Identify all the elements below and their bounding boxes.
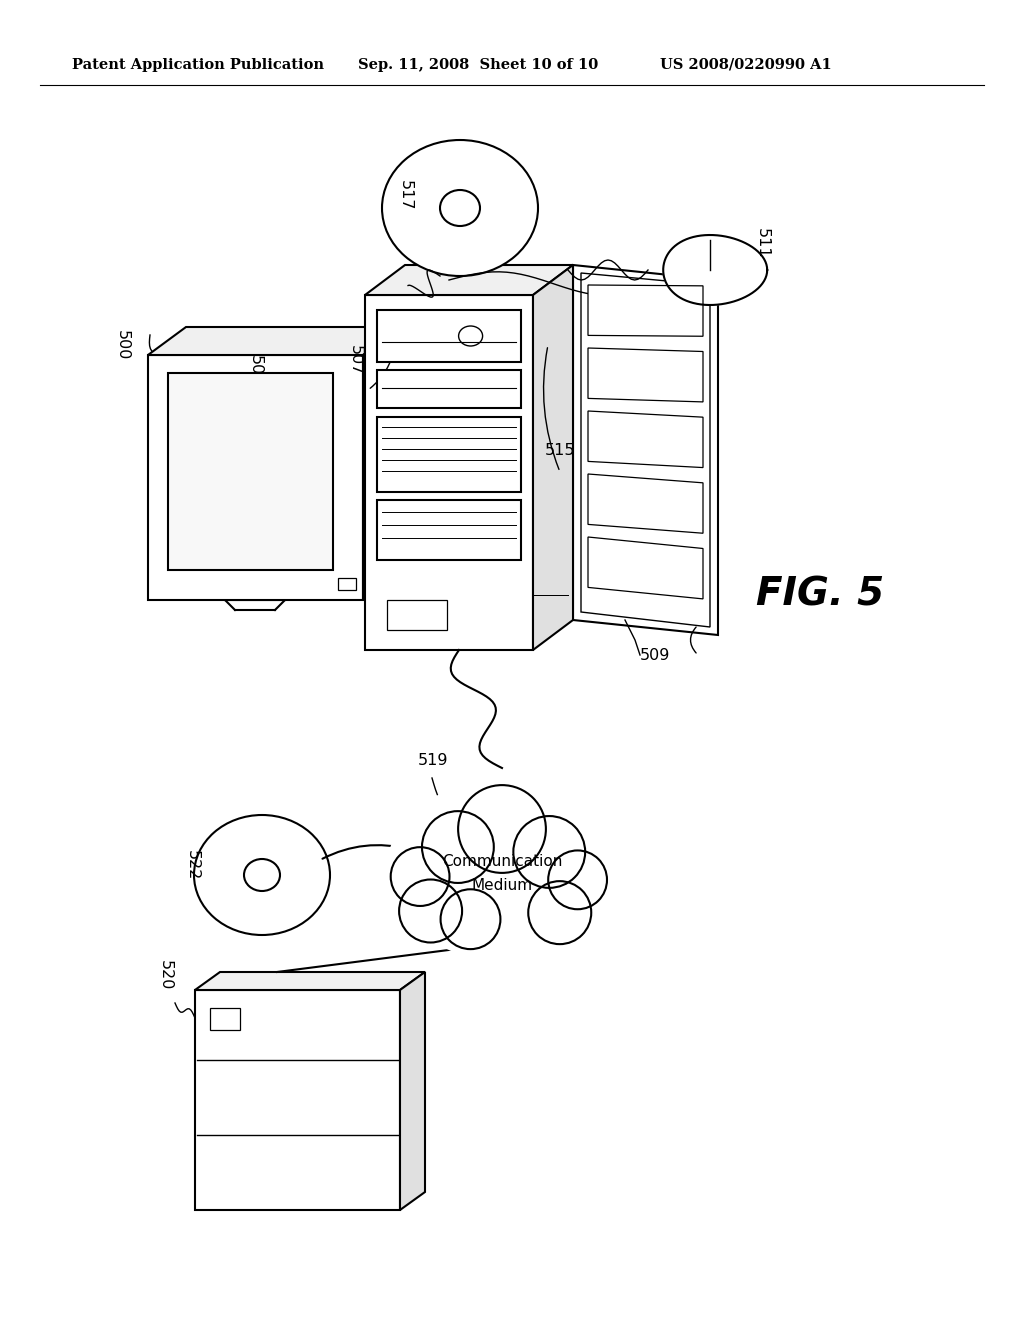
Polygon shape: [148, 327, 401, 355]
Ellipse shape: [440, 890, 501, 949]
Text: 519: 519: [418, 752, 449, 768]
Bar: [148, 355, 362, 601]
Ellipse shape: [244, 859, 280, 891]
Ellipse shape: [513, 816, 585, 888]
Text: 520: 520: [158, 960, 173, 990]
Text: FIG. 5: FIG. 5: [756, 576, 884, 614]
Ellipse shape: [458, 785, 546, 873]
Bar: [365, 294, 534, 649]
Polygon shape: [588, 411, 703, 467]
Bar: [377, 417, 521, 492]
Bar: [377, 370, 521, 408]
Text: 522: 522: [185, 850, 200, 880]
Polygon shape: [588, 474, 703, 533]
Text: 509: 509: [640, 648, 671, 663]
Bar: [377, 310, 521, 362]
Text: US 2008/0220990 A1: US 2008/0220990 A1: [660, 58, 831, 73]
Text: 500: 500: [115, 330, 130, 360]
Polygon shape: [573, 265, 718, 635]
Text: Patent Application Publication: Patent Application Publication: [72, 58, 324, 73]
Polygon shape: [534, 265, 573, 649]
Polygon shape: [588, 348, 703, 401]
Polygon shape: [400, 972, 425, 1210]
Ellipse shape: [386, 780, 617, 960]
Bar: [210, 1008, 240, 1030]
Polygon shape: [362, 327, 401, 601]
Text: Medium: Medium: [471, 879, 532, 894]
Polygon shape: [664, 235, 767, 305]
Text: 515: 515: [545, 444, 575, 458]
Bar: [387, 601, 447, 630]
Bar: [168, 374, 333, 570]
Ellipse shape: [382, 140, 538, 276]
Ellipse shape: [391, 847, 450, 906]
Text: Sep. 11, 2008  Sheet 10 of 10: Sep. 11, 2008 Sheet 10 of 10: [358, 58, 598, 73]
Ellipse shape: [528, 882, 591, 944]
Ellipse shape: [194, 814, 330, 935]
Bar: [377, 500, 521, 560]
Text: 517: 517: [398, 180, 413, 210]
Text: 505: 505: [248, 355, 263, 385]
Text: Communication: Communication: [441, 854, 562, 870]
Text: 511: 511: [755, 228, 770, 259]
Polygon shape: [365, 265, 573, 294]
Text: 507: 507: [348, 345, 362, 375]
Bar: [195, 990, 400, 1210]
Ellipse shape: [548, 850, 607, 909]
Ellipse shape: [459, 326, 482, 346]
Polygon shape: [588, 537, 703, 599]
Ellipse shape: [422, 810, 494, 883]
Polygon shape: [195, 972, 425, 990]
Ellipse shape: [440, 190, 480, 226]
Polygon shape: [581, 273, 710, 627]
Polygon shape: [588, 285, 703, 337]
Ellipse shape: [399, 879, 462, 942]
Bar: [338, 578, 356, 590]
